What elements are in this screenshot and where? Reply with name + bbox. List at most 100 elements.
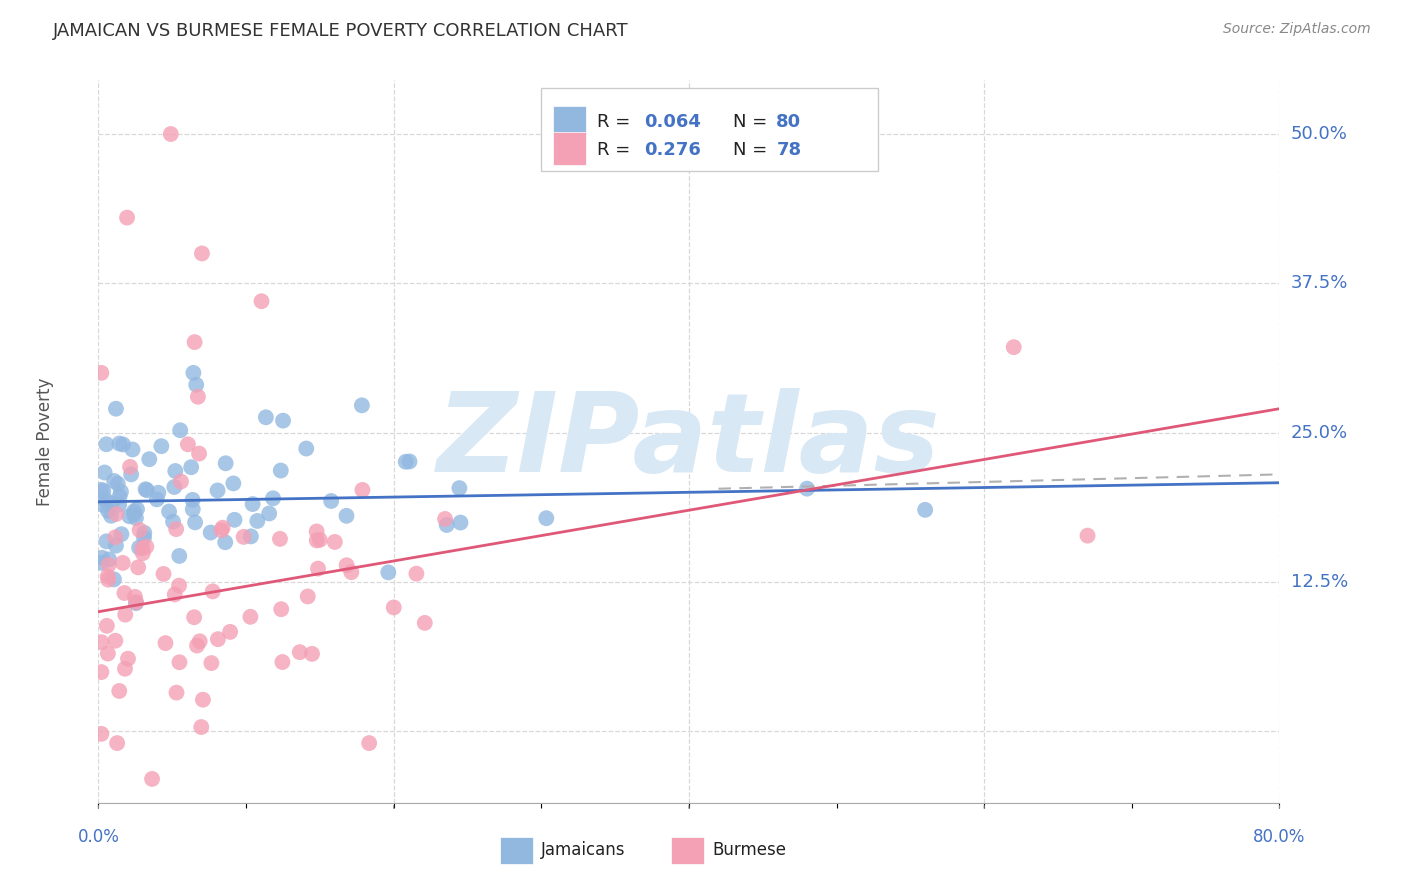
Point: [211, 521, 233, 535]
Point: [114, 662, 136, 676]
Point: [91, 483, 114, 498]
Point: [135, 540, 157, 554]
Point: [350, 398, 373, 412]
Point: [239, 609, 262, 624]
Point: [352, 483, 374, 497]
Point: [97, 504, 120, 518]
Text: Jamaicans: Jamaicans: [541, 841, 626, 860]
Point: [114, 607, 136, 622]
Point: [301, 647, 323, 661]
Point: [110, 484, 132, 499]
Point: [323, 535, 346, 549]
Point: [183, 366, 205, 380]
Point: [305, 524, 328, 539]
Text: 80.0%: 80.0%: [1253, 828, 1306, 846]
Point: [359, 736, 381, 750]
Point: [108, 490, 131, 504]
Point: [112, 586, 135, 600]
Point: [97, 647, 120, 661]
Point: [90, 366, 112, 380]
Point: [169, 655, 191, 669]
Point: [305, 533, 328, 548]
Point: [270, 602, 292, 616]
Point: [108, 436, 131, 450]
Text: 0.0%: 0.0%: [77, 828, 120, 846]
Point: [270, 464, 292, 478]
Point: [254, 410, 277, 425]
Point: [96, 619, 118, 633]
Point: [163, 587, 186, 601]
Point: [152, 566, 174, 581]
Point: [90, 665, 112, 679]
Point: [434, 512, 457, 526]
Point: [155, 636, 177, 650]
Text: N =: N =: [733, 113, 773, 131]
Point: [125, 502, 148, 516]
Point: [269, 532, 291, 546]
Point: [157, 504, 180, 518]
Point: [90, 483, 112, 497]
Text: JAMAICAN VS BURMESE FEMALE POVERTY CORRELATION CHART: JAMAICAN VS BURMESE FEMALE POVERTY CORRE…: [53, 22, 628, 40]
Text: 25.0%: 25.0%: [1291, 424, 1348, 442]
Point: [104, 530, 127, 544]
Point: [93, 466, 115, 480]
Point: [219, 624, 242, 639]
Point: [104, 401, 127, 416]
Text: R =: R =: [596, 141, 636, 160]
Point: [159, 127, 181, 141]
Point: [209, 523, 232, 537]
Point: [796, 482, 818, 496]
Point: [97, 558, 120, 572]
Point: [91, 550, 114, 565]
FancyBboxPatch shape: [501, 837, 533, 864]
Point: [307, 561, 329, 575]
Point: [125, 596, 148, 610]
Point: [122, 508, 145, 522]
Point: [96, 437, 118, 451]
Point: [436, 518, 458, 533]
Point: [188, 634, 211, 648]
Point: [96, 534, 118, 549]
Point: [242, 497, 264, 511]
Point: [111, 556, 134, 570]
Point: [200, 656, 222, 670]
Point: [148, 485, 170, 500]
Point: [288, 645, 311, 659]
Point: [165, 464, 187, 478]
Text: R =: R =: [596, 113, 636, 131]
Point: [125, 595, 148, 609]
Point: [118, 459, 141, 474]
Point: [214, 535, 236, 549]
Point: [246, 514, 269, 528]
Point: [382, 600, 405, 615]
Point: [128, 541, 150, 555]
Point: [112, 437, 135, 451]
Point: [132, 546, 155, 560]
Point: [94, 492, 117, 507]
Text: Burmese: Burmese: [713, 841, 786, 860]
Point: [262, 491, 284, 506]
Point: [188, 447, 211, 461]
Point: [536, 511, 558, 525]
Point: [132, 531, 155, 545]
Text: 50.0%: 50.0%: [1291, 125, 1347, 143]
Point: [165, 522, 187, 536]
Point: [105, 736, 128, 750]
Point: [183, 610, 205, 624]
Point: [97, 569, 120, 583]
Text: Female Poverty: Female Poverty: [37, 377, 55, 506]
Point: [177, 437, 200, 451]
Point: [162, 515, 184, 529]
Point: [181, 502, 204, 516]
Point: [124, 590, 146, 604]
Point: [134, 525, 156, 540]
Point: [169, 423, 191, 437]
Point: [97, 573, 120, 587]
Point: [105, 507, 128, 521]
Point: [1002, 340, 1025, 354]
Point: [90, 635, 112, 649]
Point: [297, 590, 319, 604]
Point: [128, 523, 150, 537]
Point: [138, 452, 160, 467]
Point: [170, 475, 193, 489]
